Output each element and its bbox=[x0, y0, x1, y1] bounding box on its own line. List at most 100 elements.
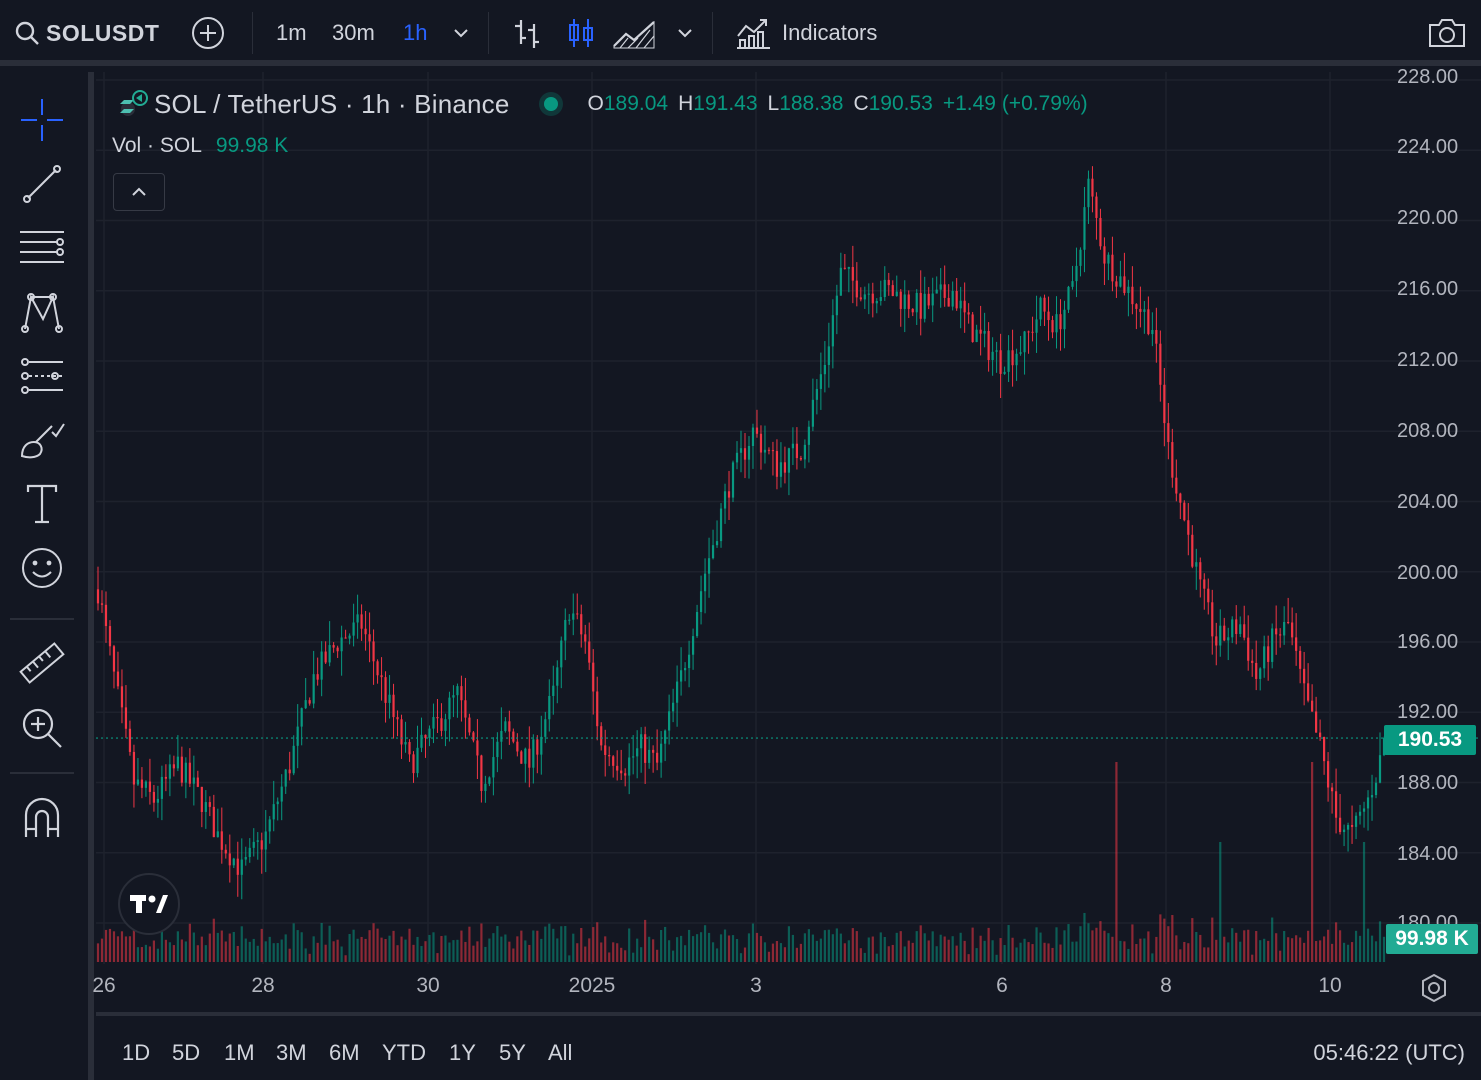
price-bar bbox=[1326, 761, 1330, 788]
range-3m-button[interactable]: 3M bbox=[276, 1040, 307, 1065]
range-ytd-button[interactable]: YTD bbox=[382, 1040, 426, 1065]
volume-bar bbox=[1155, 936, 1158, 962]
time-tick-label: 2025 bbox=[568, 974, 616, 997]
compare-symbol-button[interactable] bbox=[190, 14, 226, 52]
symbol-title[interactable]: SOL / TetherUS · 1h · Binance bbox=[154, 88, 510, 119]
volume-bar bbox=[1322, 936, 1326, 962]
pattern-tool[interactable] bbox=[14, 284, 70, 340]
volume-bar bbox=[1123, 941, 1126, 962]
price-bar bbox=[711, 545, 715, 559]
interval-1h-button[interactable]: 1h bbox=[403, 20, 428, 45]
volume-bar bbox=[1015, 947, 1018, 962]
range-6m-button[interactable]: 6M bbox=[329, 1040, 360, 1065]
volume-bar bbox=[1051, 947, 1054, 962]
snapshot-button[interactable] bbox=[1426, 14, 1468, 52]
chart-pane[interactable] bbox=[96, 72, 1481, 1012]
volume-bar bbox=[1027, 942, 1030, 962]
prediction-tool[interactable] bbox=[14, 348, 70, 404]
emoji-tool[interactable] bbox=[14, 540, 70, 596]
volume-bar bbox=[975, 948, 978, 962]
volume-legend: Vol · SOL 99.98 K bbox=[112, 134, 288, 158]
indicators-button[interactable]: Indicators bbox=[736, 14, 877, 52]
price-bar bbox=[480, 755, 483, 791]
price-bar bbox=[995, 350, 998, 352]
interval-1m-button[interactable]: 1m bbox=[276, 20, 307, 45]
volume-bar bbox=[747, 933, 751, 962]
price-chart[interactable] bbox=[96, 72, 1481, 1012]
market-open-indicator[interactable] bbox=[543, 97, 558, 111]
range-1d-button[interactable]: 1D bbox=[122, 1040, 151, 1065]
area-chart-type-button[interactable] bbox=[612, 14, 658, 52]
pattern-icon bbox=[21, 293, 63, 333]
price-bar bbox=[687, 654, 691, 669]
volume-bar bbox=[1007, 925, 1010, 962]
volume-bar bbox=[1235, 932, 1238, 962]
price-bar bbox=[1251, 660, 1254, 663]
volume-bar bbox=[100, 938, 104, 962]
volume-bar bbox=[304, 948, 307, 962]
trend-line-tool[interactable] bbox=[14, 156, 70, 212]
volume-bar bbox=[196, 945, 199, 962]
toolbar-divider bbox=[10, 772, 74, 774]
last-price-tag: 190.53 bbox=[1384, 725, 1476, 755]
volume-bar bbox=[140, 947, 144, 962]
interval-30m-button[interactable]: 30m bbox=[332, 20, 375, 45]
price-bar bbox=[1155, 330, 1158, 344]
fib-retracement-tool[interactable] bbox=[14, 220, 70, 276]
range-5y-button[interactable]: 5Y bbox=[499, 1040, 526, 1065]
candles-chart-type-button[interactable] bbox=[564, 14, 598, 52]
bar-chart-type-button[interactable] bbox=[510, 14, 544, 52]
price-bar bbox=[1131, 286, 1134, 305]
volume-bar bbox=[807, 929, 810, 962]
volume-bar bbox=[799, 943, 803, 962]
price-bar bbox=[1263, 646, 1266, 669]
volume-bar bbox=[356, 938, 359, 962]
volume-bar bbox=[907, 940, 910, 962]
chart-settings-button[interactable] bbox=[1418, 972, 1450, 1004]
price-bar bbox=[1031, 331, 1034, 333]
volume-bar bbox=[1219, 842, 1222, 962]
price-bar bbox=[691, 636, 695, 655]
range-5d-button[interactable]: 5D bbox=[172, 1040, 201, 1065]
price-bar bbox=[484, 783, 487, 791]
volume-bar bbox=[624, 950, 627, 962]
interval-dropdown-button[interactable] bbox=[450, 14, 472, 52]
price-bar bbox=[1247, 637, 1250, 661]
price-bar bbox=[1350, 825, 1354, 827]
price-bar bbox=[731, 462, 735, 498]
symbol-search-button[interactable]: SOLUSDT bbox=[14, 14, 159, 52]
volume-bar bbox=[176, 931, 179, 962]
price-bar bbox=[1354, 815, 1358, 827]
price-bar bbox=[727, 491, 731, 498]
volume-bar bbox=[1247, 929, 1250, 962]
price-bar bbox=[356, 614, 359, 623]
volume-bar bbox=[376, 928, 379, 962]
range-1y-button[interactable]: 1Y bbox=[449, 1040, 476, 1065]
volume-bar bbox=[428, 934, 431, 962]
text-tool[interactable] bbox=[14, 476, 70, 532]
price-bar bbox=[596, 691, 599, 727]
brush-tool[interactable] bbox=[14, 412, 70, 468]
volume-bar bbox=[452, 940, 455, 962]
chart-type-dropdown-button[interactable] bbox=[674, 14, 696, 52]
tradingview-logo[interactable] bbox=[118, 873, 180, 935]
range-all-button[interactable]: All bbox=[548, 1040, 573, 1065]
range-1m-button[interactable]: 1M bbox=[224, 1040, 255, 1065]
zoom-in-tool[interactable] bbox=[14, 700, 70, 756]
collapse-legend-button[interactable] bbox=[113, 173, 165, 211]
emoji-icon bbox=[22, 548, 62, 588]
magnet-tool[interactable] bbox=[14, 790, 70, 846]
volume-bar bbox=[416, 936, 419, 962]
price-bar bbox=[1267, 646, 1270, 662]
volume-bar bbox=[1147, 931, 1150, 962]
clock[interactable]: 05:46:22 (UTC) bbox=[1313, 1040, 1465, 1065]
zoom-in-icon bbox=[22, 708, 62, 748]
price-bar bbox=[1271, 628, 1274, 662]
price-bar bbox=[440, 718, 443, 731]
volume-bar bbox=[288, 948, 291, 962]
volume-bar bbox=[1307, 930, 1310, 962]
volume-bar bbox=[632, 952, 635, 962]
ruler-tool[interactable] bbox=[14, 636, 70, 692]
crosshair-tool[interactable] bbox=[14, 92, 70, 148]
price-bar bbox=[919, 292, 922, 319]
